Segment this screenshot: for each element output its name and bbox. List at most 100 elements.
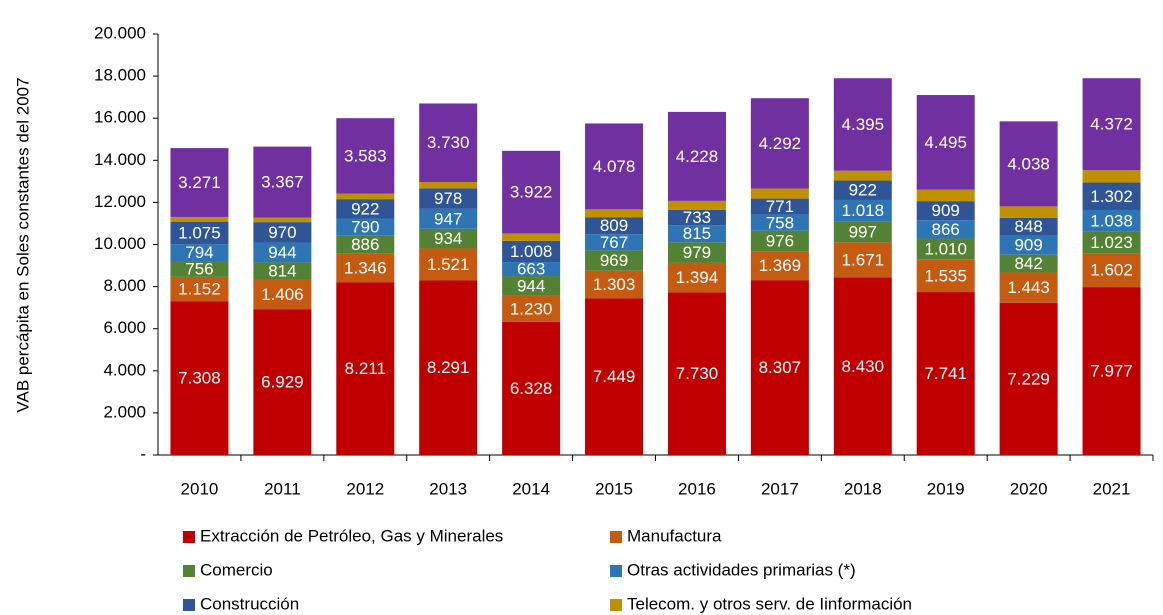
legend-swatch xyxy=(183,531,195,543)
bar-segment xyxy=(585,234,644,251)
bar-segment xyxy=(999,254,1058,273)
bar-segment xyxy=(170,261,229,277)
data-label: 1.152 xyxy=(178,280,221,299)
data-label: 1.075 xyxy=(178,223,221,242)
data-label: 1.008 xyxy=(510,242,553,261)
legend-label: Comercio xyxy=(200,560,273,579)
x-tick-label: 2016 xyxy=(678,479,716,498)
data-label: 1.394 xyxy=(676,268,719,287)
bar-segment xyxy=(667,200,726,210)
data-label: 970 xyxy=(268,223,296,242)
bar-segment xyxy=(419,181,478,189)
bar-segment xyxy=(253,217,312,223)
data-label: 6.328 xyxy=(510,379,553,398)
data-label: 6.929 xyxy=(261,373,304,392)
bar-segment xyxy=(1082,231,1141,254)
bar-segment xyxy=(170,221,229,245)
data-label: 7.741 xyxy=(924,364,967,383)
data-label: 1.010 xyxy=(924,240,967,259)
bar-segment xyxy=(253,222,312,243)
data-label: 848 xyxy=(1014,217,1042,236)
bar-segment xyxy=(1082,182,1141,210)
data-label: 1.443 xyxy=(1007,278,1050,297)
bar-segment xyxy=(419,103,478,182)
y-tick-label: 6.000 xyxy=(103,318,146,337)
bar-segment xyxy=(833,170,892,181)
data-label: 771 xyxy=(766,197,794,216)
data-label: 1.023 xyxy=(1090,233,1133,252)
y-tick-label: 14.000 xyxy=(94,150,146,169)
data-label: 978 xyxy=(434,189,462,208)
data-label: 1.671 xyxy=(842,250,885,269)
x-tick-label: 2014 xyxy=(512,479,550,498)
data-label: 944 xyxy=(517,276,545,295)
y-tick-label: 8.000 xyxy=(103,276,146,295)
data-label: 842 xyxy=(1014,254,1042,273)
data-label: 886 xyxy=(351,235,379,254)
bar-segment xyxy=(170,216,229,222)
bar-segment xyxy=(502,276,561,296)
bar-segment xyxy=(336,235,395,254)
x-tick-label: 2012 xyxy=(346,479,384,498)
bar-segment xyxy=(253,146,312,218)
bar-segment xyxy=(585,217,644,235)
bar-segment xyxy=(999,302,1058,455)
bar-segment xyxy=(833,277,892,455)
bar-segment xyxy=(1082,287,1141,455)
data-label: 663 xyxy=(517,260,545,279)
y-tick-label: - xyxy=(140,444,146,463)
bar-segment xyxy=(336,193,395,200)
data-label: 997 xyxy=(849,222,877,241)
data-label: 4.038 xyxy=(1007,154,1050,173)
data-label: 1.535 xyxy=(924,266,967,285)
x-tick-label: 2018 xyxy=(844,479,882,498)
data-label: 969 xyxy=(600,251,628,270)
bar-segment xyxy=(1082,78,1141,171)
bar-segment xyxy=(419,188,478,209)
bar-segment xyxy=(253,262,312,280)
bar-segment xyxy=(585,298,644,455)
bar-segment xyxy=(502,150,561,234)
data-label: 3.367 xyxy=(261,173,304,192)
legend-swatch xyxy=(610,531,622,543)
data-label: 7.730 xyxy=(676,364,719,383)
bar-segment xyxy=(916,220,975,239)
y-tick-label: 20.000 xyxy=(94,23,146,42)
data-label: 4.078 xyxy=(593,157,636,176)
bar-segment xyxy=(750,214,809,231)
data-label: 8.430 xyxy=(842,357,885,376)
data-label: 944 xyxy=(268,243,296,262)
x-tick-label: 2021 xyxy=(1093,479,1131,498)
bar-segment xyxy=(336,118,395,194)
data-label: 8.211 xyxy=(345,359,386,378)
data-label: 7.977 xyxy=(1090,362,1133,381)
bar-segment xyxy=(502,240,561,263)
bar-segment xyxy=(419,208,478,229)
bar-segment xyxy=(999,121,1058,207)
bar-segment xyxy=(916,201,975,221)
bar-segment xyxy=(253,279,312,310)
bar-segment xyxy=(833,221,892,243)
y-tick-label: 18.000 xyxy=(94,66,146,85)
bar-segment xyxy=(585,270,644,299)
data-label: 3.922 xyxy=(510,183,553,202)
legend-label: Telecom. y otros serv. de Iinformación xyxy=(627,594,912,613)
data-label: 767 xyxy=(600,233,628,252)
data-label: 814 xyxy=(268,261,296,280)
data-label: 1.303 xyxy=(593,275,636,294)
data-label: 947 xyxy=(434,209,462,228)
bar-segment xyxy=(336,218,395,236)
bar-segment xyxy=(750,280,809,455)
data-label: 1.602 xyxy=(1090,261,1133,280)
bar-segment xyxy=(916,189,975,202)
bar-segment xyxy=(502,262,561,277)
bar-segment xyxy=(170,244,229,262)
data-label: 4.292 xyxy=(759,134,802,153)
bar-segment xyxy=(916,95,975,190)
x-tick-label: 2011 xyxy=(264,479,301,498)
data-label: 1.018 xyxy=(842,201,885,220)
bar-segment xyxy=(999,217,1058,236)
data-label: 922 xyxy=(849,181,877,200)
data-label: 4.372 xyxy=(1090,115,1133,134)
